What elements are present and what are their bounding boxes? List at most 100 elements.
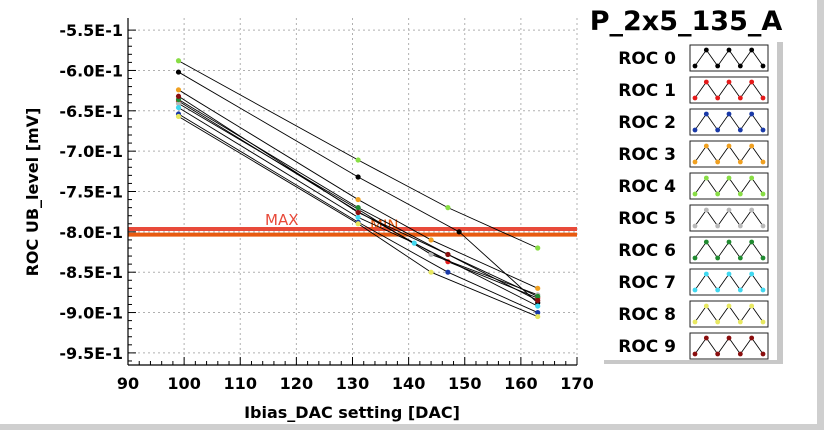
x-tick-label: 120 [280, 374, 313, 393]
legend-shadow [777, 42, 783, 364]
legend-swatch-point [715, 351, 721, 357]
legend-swatch-point [749, 175, 755, 181]
legend-entries: ROC 0 ROC 1 ROC 2 ROC 3 ROC 4 ROC 5 ROC 6 ROC 7… [618, 44, 769, 360]
legend-shadow [604, 360, 783, 364]
tick-labels: 90 100 110 120 130 140 150 160 170 -5.5E-1 -6.0E-1… [59, 21, 593, 393]
x-tick-label: 170 [560, 374, 593, 393]
data-point [445, 251, 451, 258]
data-point [535, 293, 541, 300]
y-tick-label: -6.0E-1 [59, 61, 123, 80]
legend-swatch-point [703, 175, 709, 181]
threshold-label: MAX [265, 211, 298, 229]
x-tick-label: 130 [336, 374, 369, 393]
legend-swatch-point [749, 47, 755, 53]
legend-swatch-point [715, 127, 721, 133]
legend-swatch-point [715, 191, 721, 197]
series-line [178, 95, 538, 301]
y-tick-label: -8.0E-1 [59, 223, 123, 242]
data-series [175, 58, 541, 320]
legend-swatch-point [760, 127, 766, 133]
legend-swatch-point [737, 287, 743, 293]
data-point [355, 205, 361, 211]
legend: ROC 0 ROC 1 ROC 2 ROC 3 ROC 4 ROC 5 ROC 6 ROC 7… [600, 38, 783, 364]
legend-swatch-point [703, 111, 709, 117]
legend-swatch-point [703, 79, 709, 85]
legend-swatch-point [715, 63, 721, 69]
data-point [355, 209, 361, 216]
legend-swatch-point [760, 255, 766, 261]
legend-swatch-point [703, 303, 709, 309]
legend-swatch-point [760, 63, 766, 69]
data-point [355, 221, 361, 227]
legend-label: ROC 1 [618, 81, 676, 101]
series-line [178, 103, 538, 296]
legend-swatch-point [760, 191, 766, 197]
data-point [175, 87, 182, 93]
legend-swatch-point [726, 335, 732, 341]
series-line [178, 60, 538, 249]
legend-swatch-point [726, 303, 732, 309]
y-tick-label: -9.5E-1 [59, 344, 123, 363]
legend-swatch-point [703, 335, 709, 341]
legend-swatch-point [737, 223, 743, 229]
legend-swatch-point [715, 319, 721, 325]
axes [127, 18, 578, 366]
data-point [445, 205, 451, 211]
data-point [428, 237, 434, 243]
data-point [355, 157, 361, 163]
legend-swatch-point [760, 319, 766, 325]
legend-swatch-point [760, 287, 766, 293]
legend-swatch-point [692, 95, 698, 101]
series-line [178, 89, 538, 289]
legend-swatch-point [726, 79, 732, 85]
legend-swatch-point [703, 207, 709, 213]
legend-swatch-point [737, 159, 743, 165]
legend-swatch-point [692, 63, 698, 69]
x-tick-label: 90 [117, 374, 139, 393]
legend-swatch-point [703, 239, 709, 245]
legend-swatch-point [726, 111, 732, 117]
legend-swatch-point [715, 255, 721, 261]
x-tick-label: 100 [167, 374, 200, 393]
data-point [175, 93, 182, 99]
data-point [535, 245, 541, 251]
legend-label: ROC 5 [618, 209, 676, 229]
x-tick-label: 110 [224, 374, 257, 393]
legend-swatch-point [692, 159, 698, 165]
legend-label: ROC 9 [618, 337, 676, 357]
data-point [355, 196, 361, 203]
legend-swatch-point [703, 143, 709, 149]
data-point [355, 214, 361, 220]
x-axis-label: Ibias_DAC setting [DAC] [244, 403, 460, 422]
legend-label: ROC 2 [618, 113, 676, 133]
series-line [178, 113, 538, 313]
data-point [445, 269, 451, 275]
data-point [535, 285, 541, 291]
legend-swatch-point [737, 95, 743, 101]
legend-swatch-point [760, 159, 766, 165]
legend-swatch-point [726, 207, 732, 213]
legend-swatch-point [726, 239, 732, 245]
legend-swatch-point [737, 255, 743, 261]
legend-swatch-point [715, 159, 721, 165]
legend-swatch-point [726, 143, 732, 149]
data-point [456, 229, 462, 235]
data-point [175, 58, 182, 64]
data-point [175, 100, 182, 107]
legend-swatch-point [715, 287, 721, 293]
data-point [175, 104, 182, 111]
legend-label: ROC 7 [618, 273, 676, 293]
legend-swatch-point [760, 351, 766, 357]
x-tick-label: 160 [504, 374, 537, 393]
y-tick-label: -7.5E-1 [59, 183, 123, 202]
legend-swatch-point [692, 287, 698, 293]
legend-swatch-point [692, 255, 698, 261]
legend-label: ROC 0 [618, 49, 676, 69]
series-line [178, 116, 538, 317]
legend-swatch-point [703, 47, 709, 53]
legend-swatch-point [749, 271, 755, 277]
legend-swatch-point [726, 47, 732, 53]
x-tick-label: 140 [392, 374, 425, 393]
data-point [535, 313, 541, 320]
window-edge [817, 0, 824, 430]
